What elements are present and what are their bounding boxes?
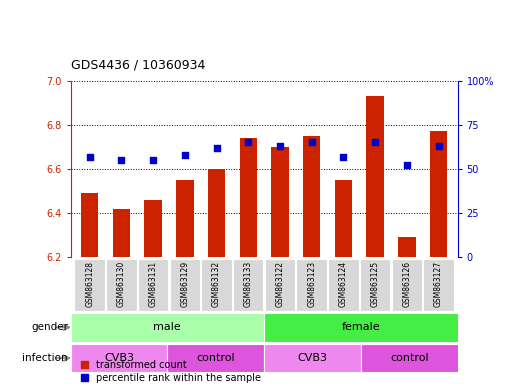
Bar [71, 344, 167, 372]
Bar [264, 344, 361, 372]
Bar [360, 259, 390, 311]
Point [435, 143, 443, 149]
Text: GSM863127: GSM863127 [434, 261, 443, 307]
Text: GSM863133: GSM863133 [244, 261, 253, 307]
Bar [106, 259, 137, 311]
Text: female: female [342, 322, 380, 333]
Point [371, 139, 379, 146]
Bar [398, 237, 416, 257]
Text: GSM863122: GSM863122 [276, 261, 285, 307]
Bar [303, 136, 321, 257]
Text: GSM863129: GSM863129 [180, 261, 189, 307]
Bar [233, 259, 264, 311]
Text: CVB3: CVB3 [298, 353, 327, 363]
Bar [240, 138, 257, 257]
Point [212, 145, 221, 151]
Point [180, 152, 189, 158]
Bar [208, 169, 225, 257]
Text: GSM863132: GSM863132 [212, 261, 221, 307]
Point [117, 157, 126, 163]
Text: control: control [197, 353, 235, 363]
Point [276, 143, 284, 149]
Point [403, 162, 411, 169]
Bar [144, 200, 162, 257]
Bar [271, 147, 289, 257]
Text: infection: infection [22, 353, 68, 363]
Point [308, 139, 316, 146]
Bar [201, 259, 232, 311]
Bar [367, 96, 384, 257]
Point [244, 139, 253, 146]
Point [85, 154, 94, 160]
Text: CVB3: CVB3 [104, 353, 134, 363]
Bar [167, 344, 264, 372]
Legend: transformed count, percentile rank within the sample: transformed count, percentile rank withi… [81, 360, 262, 383]
Text: GSM863125: GSM863125 [371, 261, 380, 307]
Text: gender: gender [31, 322, 68, 333]
Bar [74, 259, 105, 311]
Text: GSM863128: GSM863128 [85, 261, 94, 307]
Bar [112, 209, 130, 257]
Text: GDS4436 / 10360934: GDS4436 / 10360934 [71, 58, 205, 71]
Bar [361, 344, 458, 372]
Text: GSM863130: GSM863130 [117, 261, 126, 307]
Text: GSM863131: GSM863131 [149, 261, 157, 307]
Text: GSM863126: GSM863126 [402, 261, 412, 307]
Bar [297, 259, 327, 311]
Text: control: control [390, 353, 428, 363]
Bar [328, 259, 359, 311]
Bar [71, 313, 264, 342]
Bar [392, 259, 422, 311]
Point [149, 157, 157, 163]
Bar [335, 180, 352, 257]
Text: male: male [153, 322, 181, 333]
Bar [423, 259, 454, 311]
Point [339, 154, 348, 160]
Bar [81, 193, 98, 257]
Bar [169, 259, 200, 311]
Text: GSM863123: GSM863123 [307, 261, 316, 307]
Bar [265, 259, 295, 311]
Bar [264, 313, 458, 342]
Bar [176, 180, 194, 257]
Bar [138, 259, 168, 311]
Text: GSM863124: GSM863124 [339, 261, 348, 307]
Bar [430, 131, 447, 257]
